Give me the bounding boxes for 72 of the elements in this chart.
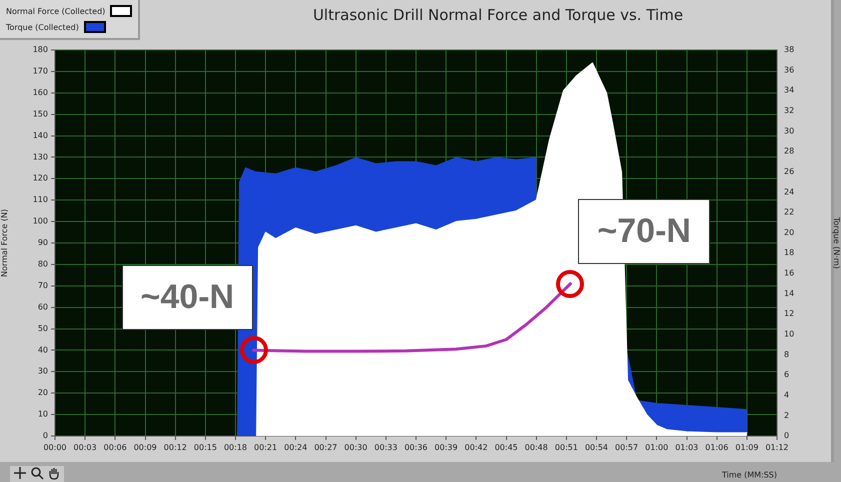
y-tick-label: 50 [38,324,48,333]
y2-tick-label: 24 [784,187,794,196]
x-tick-label: 00:45 [494,442,518,452]
y-tick-label: 180 [32,45,48,54]
annotation: ~70-N [578,198,710,264]
y2-tick-label: 14 [784,288,794,298]
x-tick-label: 00:51 [554,442,578,452]
y-tick-label: 110 [32,195,48,204]
y2-tick-label: 4 [784,390,790,400]
x-tick-label: 01:09 [735,442,758,452]
x-tick-label: 01:00 [645,442,668,452]
legend-label: Normal Force (Collected) [6,6,106,16]
x-tick-label: 00:39 [434,442,458,452]
x-tick-label: 00:15 [194,442,217,452]
chart-title: Ultrasonic Drill Normal Force and Torque vs. Time [312,6,684,24]
y2-tick-label: 22 [784,208,794,217]
x-tick-label: 00:03 [74,442,97,452]
y-tick-label: 70 [38,280,48,290]
y2-tick-label: 12 [784,309,794,318]
y2-tick-label: 2 [784,410,790,420]
y-tick-label: 40 [38,345,48,354]
y2-tick-label: 8 [784,350,790,359]
x-tick-label: 00:06 [104,442,127,452]
y-tick-label: 150 [32,109,48,118]
x-tick-label: 00:48 [524,442,548,452]
y-tick-label: 120 [32,174,48,183]
y-tick-label: 20 [38,388,48,398]
x-tick-label: 00:09 [134,442,157,452]
y2-tick-label: 26 [784,166,794,176]
x-axis-title: Time (MM:SS) [720,470,777,480]
y-tick-label: 80 [38,260,48,269]
y2-tick-label: 0 [784,431,790,440]
x-tick-label: 00:21 [254,442,278,452]
x-tick-label: 01:12 [765,442,789,452]
x-tick-label: 00:12 [164,442,187,452]
x-tick-label: 00:36 [404,442,428,452]
y-tick-label: 0 [42,431,48,440]
x-tick-label: 00:18 [224,442,248,452]
y2-tick-label: 16 [784,268,794,278]
legend-label: Torque (Collected) [6,22,79,32]
y-tick-label: 170 [32,66,48,76]
y2-tick-label: 32 [784,106,794,116]
x-tick-label: 00:30 [344,442,368,452]
x-tick-label: 00:24 [284,442,308,452]
y2-tick-label: 10 [784,330,794,338]
y-tick-label: 90 [38,238,48,248]
x-tick-label: 00:00 [43,442,67,452]
x-tick-label: 01:06 [705,442,728,452]
y-tick-label: 30 [38,366,48,376]
y2-tick-label: 28 [784,146,794,156]
y-tick-label: 10 [38,410,48,419]
x-tick-label: 00:27 [314,442,338,452]
y2-tick-label: 18 [784,248,794,258]
annotation: ~40-N [122,265,254,330]
y-tick-label: 60 [38,302,48,312]
x-tick-label: 00:57 [615,442,638,452]
y2-tick-label: 30 [784,126,794,136]
x-tick-label: 00:33 [374,442,398,452]
y2-tick-label: 34 [784,86,794,95]
y2-tick-label: 36 [784,65,794,74]
x-tick-label: 00:42 [464,442,488,452]
y2-tick-label: 6 [784,370,790,380]
y2-tick-label: 38 [784,45,794,54]
y-tick-label: 100 [32,216,48,226]
y2-tick-label: 20 [784,228,794,237]
y-axis-title: Normal Force (N) [0,209,9,277]
x-tick-label: 01:03 [675,442,698,452]
x-tick-label: 00:54 [584,442,608,452]
y-tick-label: 140 [32,130,48,140]
y-tick-label: 160 [32,88,48,97]
y-tick-label: 130 [32,152,48,162]
y2-axis-title: Torque (N·m) [832,216,841,269]
